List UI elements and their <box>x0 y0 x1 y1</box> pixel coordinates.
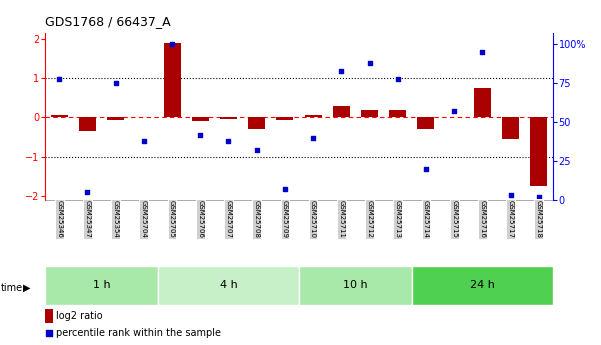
Point <box>167 42 177 47</box>
Point <box>365 60 374 66</box>
Text: 1 h: 1 h <box>93 280 111 290</box>
Point <box>337 68 346 74</box>
Text: GSM25709: GSM25709 <box>282 200 288 238</box>
Point <box>252 148 261 153</box>
Point <box>478 49 487 55</box>
Point <box>393 76 403 81</box>
Point <box>280 186 290 192</box>
Bar <box>276 117 293 120</box>
Text: GSM25346: GSM25346 <box>56 200 62 238</box>
Text: GSM25704: GSM25704 <box>141 200 147 238</box>
Bar <box>474 88 491 117</box>
Text: GDS1768 / 66437_A: GDS1768 / 66437_A <box>45 16 171 29</box>
Point <box>44 330 53 336</box>
Text: GSM25712: GSM25712 <box>367 200 373 238</box>
Bar <box>333 106 350 117</box>
Text: GSM25706: GSM25706 <box>197 200 203 238</box>
Point <box>450 109 459 114</box>
Text: 4 h: 4 h <box>219 280 237 290</box>
Text: GSM25707: GSM25707 <box>225 200 231 238</box>
Text: 24 h: 24 h <box>470 280 495 290</box>
Text: GSM25711: GSM25711 <box>338 200 344 238</box>
Bar <box>50 115 68 117</box>
Text: GSM25347: GSM25347 <box>84 200 90 238</box>
Bar <box>163 43 180 117</box>
Text: GSM25710: GSM25710 <box>310 200 316 238</box>
Point <box>139 138 148 144</box>
Text: ▶: ▶ <box>23 283 30 293</box>
Bar <box>530 117 548 186</box>
Text: GSM25718: GSM25718 <box>536 200 542 238</box>
Point <box>224 138 233 144</box>
Bar <box>192 117 209 120</box>
Text: log2 ratio: log2 ratio <box>56 311 103 321</box>
Point <box>534 194 544 200</box>
Text: GSM25354: GSM25354 <box>112 200 118 238</box>
Bar <box>502 117 519 139</box>
Text: GSM25708: GSM25708 <box>254 200 260 238</box>
Text: time: time <box>1 283 23 293</box>
Point <box>421 166 431 172</box>
Text: GSM25705: GSM25705 <box>169 200 175 238</box>
Bar <box>158 266 299 305</box>
Bar <box>412 266 553 305</box>
Text: GSM25717: GSM25717 <box>508 200 514 238</box>
Point <box>506 193 516 198</box>
Bar <box>389 110 406 117</box>
Text: percentile rank within the sample: percentile rank within the sample <box>56 328 222 338</box>
Bar <box>45 309 53 323</box>
Bar <box>418 117 435 129</box>
Text: GSM25716: GSM25716 <box>480 200 486 238</box>
Point <box>111 81 120 86</box>
Point <box>308 135 318 141</box>
Bar <box>361 110 378 117</box>
Bar <box>79 117 96 131</box>
Bar <box>305 115 322 117</box>
Bar <box>299 266 412 305</box>
Bar <box>248 117 265 129</box>
Bar <box>45 266 158 305</box>
Bar <box>107 117 124 120</box>
Text: GSM25714: GSM25714 <box>423 200 429 238</box>
Bar <box>220 117 237 119</box>
Point <box>82 189 92 195</box>
Text: 10 h: 10 h <box>343 280 368 290</box>
Point <box>195 132 205 138</box>
Text: GSM25713: GSM25713 <box>395 200 401 238</box>
Text: GSM25715: GSM25715 <box>451 200 457 238</box>
Point <box>54 76 64 81</box>
